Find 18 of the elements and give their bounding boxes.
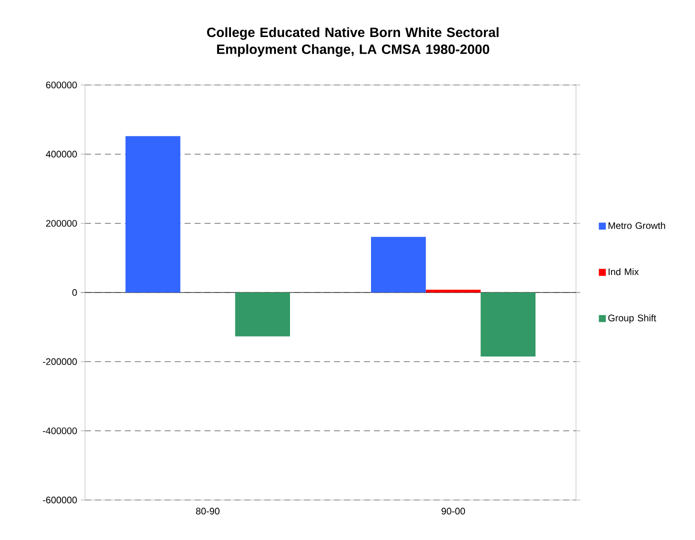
x-tick-label: 80-90 — [196, 508, 220, 514]
bar — [426, 290, 481, 292]
y-tick-label: 600000 — [46, 82, 77, 88]
bar — [235, 292, 290, 336]
bar — [126, 136, 180, 292]
y-tick-label: -200000 — [42, 358, 77, 366]
y-tick-label: 0 — [72, 289, 77, 296]
y-tick-label: 200000 — [46, 220, 77, 227]
y-tick-label: 400000 — [46, 150, 77, 158]
chart-title: College Educated Native Born White Sectoral Employment Change, LA CMSA 1980-2000 — [207, 27, 499, 57]
x-tick-label: 90-00 — [442, 508, 465, 514]
legend-label: Group Shift — [608, 314, 656, 324]
bar — [480, 292, 536, 356]
y-tick-label: -400000 — [42, 427, 77, 434]
legend-label: Metro Growth — [608, 222, 666, 229]
legend-label: Ind Mix — [608, 268, 639, 276]
y-tick-label: -600000 — [42, 496, 77, 504]
bar — [371, 236, 426, 292]
